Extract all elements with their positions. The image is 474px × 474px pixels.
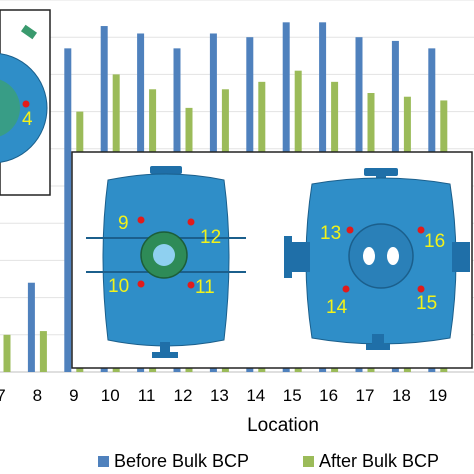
x-tick-labels: 7 8 9 10 11 12 13 14 15 16 17 18 19 — [0, 386, 447, 405]
point-label-4: 4 — [22, 109, 33, 130]
point-label-11: 11 — [195, 277, 215, 298]
x-tick-label-17: 17 — [356, 386, 375, 405]
inset-cavity-end-view: 4 — [0, 9, 51, 196]
point-11-marker — [187, 281, 195, 289]
x-tick-label-16: 16 — [319, 386, 338, 405]
point-14-marker — [342, 285, 350, 293]
x-axis-title: Location — [247, 415, 319, 436]
cavity-right-image: 13 16 14 15 — [284, 168, 470, 350]
point-10-marker — [137, 280, 145, 288]
x-tick-label-19: 19 — [428, 386, 447, 405]
point-label-13: 13 — [320, 223, 341, 244]
x-tick-label-12: 12 — [174, 386, 193, 405]
point-label-16: 16 — [424, 231, 445, 252]
point-4-marker — [22, 100, 30, 108]
point-15-marker — [417, 285, 425, 293]
x-tick-label-11: 11 — [138, 386, 156, 405]
x-tick-label-13: 13 — [210, 386, 229, 405]
bar-after-loc-8 — [39, 331, 47, 372]
x-tick-label-15: 15 — [283, 386, 302, 405]
point-label-10: 10 — [108, 276, 129, 297]
x-tick-label-7: 7 — [0, 386, 6, 405]
x-tick-label-9: 9 — [69, 386, 78, 405]
point-label-12: 12 — [200, 227, 221, 248]
bar-before-loc-8 — [27, 282, 35, 372]
inset-cavity-side-views: 9 12 10 11 13 16 14 15 — [71, 151, 473, 369]
bar-before-loc-9 — [64, 48, 72, 373]
legend-label-before: Before Bulk BCP — [114, 451, 249, 471]
cavity-left-image: 9 12 10 11 — [86, 166, 246, 358]
point-label-9: 9 — [118, 213, 129, 234]
bar-after-loc-7 — [3, 334, 11, 372]
x-tick-label-14: 14 — [246, 386, 265, 405]
point-12-marker — [187, 218, 195, 226]
x-tick-label-10: 10 — [101, 386, 120, 405]
legend: Before Bulk BCP After Bulk BCP — [98, 451, 439, 471]
x-tick-label-18: 18 — [392, 386, 411, 405]
x-tick-label-8: 8 — [33, 386, 42, 405]
point-9-marker — [137, 216, 145, 224]
legend-label-after: After Bulk BCP — [319, 451, 439, 471]
legend-swatch-after — [303, 456, 314, 467]
point-16-marker — [417, 226, 425, 234]
point-label-14: 14 — [326, 297, 348, 318]
point-13-marker — [346, 226, 354, 234]
legend-swatch-before — [98, 456, 109, 467]
point-label-15: 15 — [416, 293, 437, 314]
